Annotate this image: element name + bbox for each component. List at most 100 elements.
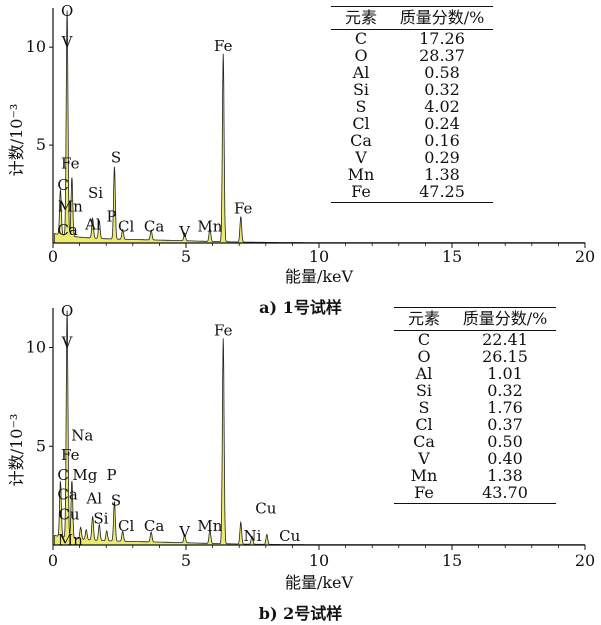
table-bottom-rule: [331, 200, 493, 203]
table-bottom-rule: [394, 501, 556, 504]
peak-label: V: [61, 33, 74, 51]
peak-label: Cu: [279, 527, 300, 545]
peak-label: Mg: [72, 466, 97, 484]
cell-mass-fraction: 0.40: [487, 449, 523, 468]
spectrum-area: [53, 10, 586, 244]
peak-label: Mn: [197, 517, 222, 535]
cell-mass-fraction: 4.02: [424, 97, 460, 116]
header-element: 元素: [344, 8, 377, 27]
cell-mass-fraction: 0.50: [487, 432, 523, 451]
caption-2: b) 2号试样: [258, 604, 343, 623]
peak-label: P: [106, 466, 116, 484]
cell-element: Cl: [415, 415, 433, 434]
peak-label: Al: [85, 490, 102, 508]
peak-label: Al: [84, 215, 101, 233]
x-tick-label: 15: [442, 247, 462, 266]
peak-label: S: [111, 149, 121, 167]
cell-element: O: [417, 347, 431, 366]
cell-mass-fraction: 22.41: [482, 330, 528, 349]
cell-element: Ca: [413, 432, 435, 451]
cell-mass-fraction: 0.58: [424, 63, 460, 82]
peak-label: C: [57, 466, 68, 484]
peak-label: Cu: [58, 505, 79, 523]
y-axis-label-text-1: 计数/10⁻³: [7, 104, 26, 177]
peak-label: V: [178, 523, 191, 541]
y-axis-label-2: 计数/10⁻³: [7, 414, 26, 487]
peak-label: Mn: [58, 531, 83, 549]
header-element: 元素: [407, 309, 440, 328]
table-row: Fe 43.70: [394, 484, 556, 501]
peak-label: Ca: [57, 486, 77, 504]
table-row: Cl 0.24: [331, 115, 493, 132]
x-axis-label: 能量/keV: [285, 573, 354, 592]
peak-label: V: [61, 334, 74, 352]
peak-label: Fe: [234, 200, 253, 218]
cell-element: S: [355, 97, 367, 116]
table-row: C 17.26: [331, 30, 493, 47]
peak-label: Fe: [214, 37, 233, 55]
peak-label: Mn: [58, 198, 83, 216]
table-row: S 1.76: [394, 399, 556, 416]
y-tick-label: 5: [36, 135, 46, 154]
x-tick-label: 0: [48, 247, 58, 266]
table-row: V 0.29: [331, 149, 493, 166]
cell-element: Ca: [350, 131, 372, 150]
cell-mass-fraction: 17.26: [419, 29, 465, 48]
cell-element: S: [418, 398, 430, 417]
cell-mass-fraction: 47.25: [419, 182, 465, 201]
cell-mass-fraction: 1.01: [487, 364, 523, 383]
cell-element: O: [354, 46, 368, 65]
header-mass-fraction: 质量分数/%: [462, 309, 548, 328]
header-mass-fraction: 质量分数/%: [399, 8, 485, 27]
peak-label: Fe: [214, 322, 233, 340]
peak-label: S: [111, 492, 121, 510]
peak-label: P: [106, 207, 116, 225]
table-row: Ca 0.16: [331, 132, 493, 149]
cell-element: V: [355, 148, 367, 167]
table-row: O 26.15: [394, 348, 556, 365]
cell-element: C: [417, 330, 431, 349]
cell-mass-fraction: 1.38: [487, 466, 523, 485]
cell-mass-fraction: 0.24: [424, 114, 460, 133]
table-row: Mn 1.38: [394, 467, 556, 484]
peak-label: C: [57, 176, 68, 194]
peak-label: Ni: [244, 527, 262, 545]
cell-element: Fe: [351, 182, 371, 201]
peak-label: Si: [93, 509, 108, 527]
cell-element: Mn: [347, 165, 375, 184]
table-row: O 28.37: [331, 47, 493, 64]
cell-element: C: [354, 29, 368, 48]
table-header: 元素 质量分数/%: [331, 6, 493, 30]
table-row: Al 1.01: [394, 365, 556, 382]
peak-label: Cl: [118, 217, 134, 235]
x-axis-label: 能量/keV: [285, 267, 354, 286]
x-tick-label: 5: [181, 247, 191, 266]
x-tick-label: 10: [309, 551, 329, 570]
peak-label: Fe: [61, 446, 80, 464]
peak-label: Ca: [144, 217, 164, 235]
cell-mass-fraction: 0.32: [487, 381, 523, 400]
cell-mass-fraction: 0.29: [424, 148, 460, 167]
cell-mass-fraction: 1.76: [487, 398, 523, 417]
table-row: Ca 0.50: [394, 433, 556, 450]
table-row: Si 0.32: [394, 382, 556, 399]
x-tick-label: 20: [575, 247, 595, 266]
table-row: Cl 0.37: [394, 416, 556, 433]
cell-mass-fraction: 28.37: [419, 46, 465, 65]
y-axis-label-text-2: 计数/10⁻³: [7, 414, 26, 487]
peak-label: Si: [88, 184, 103, 202]
peak-label: O: [61, 2, 73, 20]
table-row: Mn 1.38: [331, 166, 493, 183]
peak-label: Mn: [197, 217, 222, 235]
table-row: Al 0.58: [331, 64, 493, 81]
table-header: 元素 质量分数/%: [394, 307, 556, 331]
composition-table-2: 元素 质量分数/% C 22.41 O 26.15 Al 1.01 Si 0.32 S 1.76 Cl 0…: [394, 307, 556, 504]
peak-label: Ca: [144, 517, 164, 535]
x-tick-label: 20: [575, 551, 595, 570]
x-tick-label: 10: [309, 247, 329, 266]
cell-element: Al: [415, 364, 433, 383]
y-tick-label: 10: [26, 37, 46, 56]
cell-mass-fraction: 1.38: [424, 165, 460, 184]
